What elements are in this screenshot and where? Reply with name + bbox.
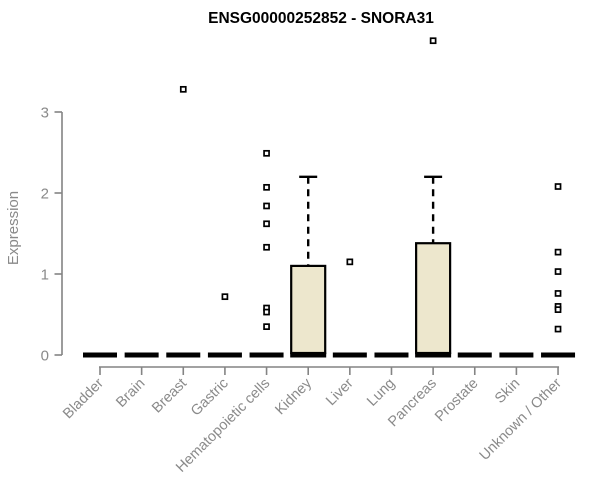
box-rect (290, 264, 327, 355)
median-line (332, 352, 367, 358)
box-group-unknown-other (541, 183, 576, 358)
box-group-bladder (83, 352, 117, 358)
outlier-point (429, 37, 437, 45)
box-group-breast (166, 85, 201, 358)
x-tick-label: Breast (149, 376, 190, 417)
outlier-point (554, 290, 562, 297)
median-line (457, 352, 492, 358)
box-group-skin (499, 352, 534, 358)
plot-area (83, 37, 576, 358)
outlier-point (554, 325, 562, 333)
box-group-lung (374, 352, 409, 358)
median-line (249, 352, 284, 358)
box-group-hematopoietic-cells (249, 149, 284, 358)
x-tick-label: Kidney (272, 375, 315, 418)
outlier-point (554, 306, 562, 313)
outlier-point (554, 248, 562, 256)
outlier-point (263, 183, 270, 191)
x-tick-label: Brain (113, 376, 148, 411)
x-tick-label: Prostate (432, 376, 481, 425)
x-tick-label: Liver (323, 375, 357, 409)
box-rect (415, 242, 452, 355)
median-line (374, 352, 409, 358)
x-tick-label: Lung (364, 376, 398, 410)
outlier-point (263, 202, 270, 210)
y-tick-label: 2 (41, 186, 49, 203)
median-line (166, 352, 201, 358)
box-group-prostate (457, 352, 492, 358)
outlier-point (221, 293, 229, 301)
y-tick-label: 1 (41, 267, 49, 284)
outlier-point (554, 183, 562, 190)
chart-title: ENSG00000252852 - SNORA31 (208, 10, 434, 27)
median-line (124, 352, 159, 358)
x-tick-label: Skin (492, 376, 523, 407)
box-group-gastric (207, 293, 242, 358)
y-axis-label: Expression (5, 191, 22, 265)
outlier-point (554, 268, 562, 275)
outlier-point (263, 308, 270, 316)
median-line (499, 352, 534, 358)
median-line (290, 352, 327, 358)
y-tick-label: 3 (41, 105, 49, 122)
outlier-point (263, 149, 270, 157)
outlier-point (263, 323, 270, 330)
box-group-pancreas (415, 37, 452, 358)
x-tick-label: Bladder (60, 375, 107, 422)
median-line (83, 352, 117, 358)
median-line (541, 352, 576, 358)
box-group-brain (124, 352, 159, 358)
outlier-point (263, 220, 270, 228)
box-group-liver (332, 258, 367, 358)
outlier-point (263, 243, 270, 251)
median-line (415, 352, 452, 358)
y-tick-label: 0 (41, 348, 49, 365)
outlier-point (346, 258, 354, 266)
box-group-kidney (290, 175, 327, 358)
median-line (207, 352, 242, 358)
outlier-point (179, 85, 187, 93)
